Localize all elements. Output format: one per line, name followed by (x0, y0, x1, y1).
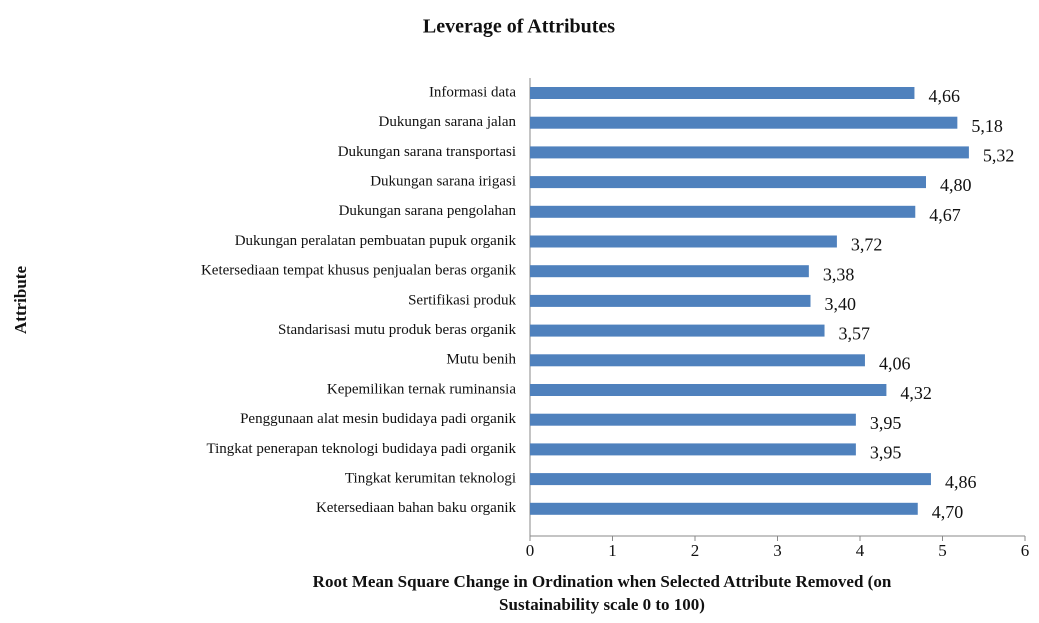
bar (530, 205, 916, 218)
y-tick-label: Penggunaan alat mesin budidaya padi orga… (240, 411, 516, 427)
value-label: 3,72 (851, 235, 883, 255)
value-label: 4,66 (928, 86, 960, 106)
value-label: 5,18 (971, 116, 1003, 136)
value-label: 3,95 (870, 443, 902, 463)
bar (530, 294, 811, 307)
x-tick-label: 5 (938, 541, 947, 560)
bar (530, 473, 931, 486)
bar (530, 384, 887, 396)
value-label: 3,95 (870, 413, 902, 433)
y-tick-label: Sertifikasi produk (408, 292, 516, 308)
value-label: 4,86 (945, 472, 977, 492)
y-tick-label: Dukungan sarana transportasi (338, 144, 516, 160)
value-label: 4,70 (932, 502, 964, 522)
value-label: 4,06 (879, 353, 911, 373)
y-tick-label: Ketersediaan bahan baku organik (316, 500, 517, 516)
value-label: 4,67 (929, 205, 961, 225)
value-label: 3,57 (839, 324, 871, 344)
x-tick-label: 0 (526, 541, 535, 560)
bar (530, 354, 865, 367)
y-tick-label: Tingkat kerumitan teknologi (345, 471, 516, 487)
value-label: 5,32 (983, 146, 1015, 166)
bar (530, 176, 926, 189)
x-tick-label: 3 (773, 541, 782, 560)
x-tick-label: 4 (856, 541, 865, 560)
x-axis-title: Root Mean Square Change in Ordination wh… (313, 572, 892, 591)
bar (530, 87, 915, 99)
y-tick-label: Dukungan sarana irigasi (370, 174, 516, 190)
x-tick-label: 2 (691, 541, 700, 560)
y-axis-title: Attribute (11, 266, 30, 334)
x-tick-label: 1 (608, 541, 617, 560)
x-axis-title: Sustainability scale 0 to 100) (499, 595, 705, 614)
y-tick-label: Ketersediaan tempat khusus penjualan ber… (201, 263, 517, 279)
y-tick-label: Standarisasi mutu produk beras organik (278, 322, 517, 338)
value-label: 4,32 (900, 383, 932, 403)
y-tick-label: Mutu benih (446, 352, 516, 368)
bar (530, 413, 856, 426)
y-tick-label: Informasi data (429, 84, 516, 100)
y-tick-label: Dukungan sarana pengolahan (339, 203, 517, 219)
bar (530, 235, 837, 248)
value-label: 3,38 (823, 264, 855, 284)
bar (530, 502, 918, 515)
y-tick-label: Kepemilikan ternak ruminansia (327, 381, 516, 397)
y-tick-label: Tingkat penerapan teknologi budidaya pad… (206, 441, 516, 457)
bar (530, 146, 969, 159)
bar (530, 324, 825, 337)
chart-title: Leverage of Attributes (423, 16, 615, 38)
value-label: 3,40 (825, 294, 857, 314)
y-tick-label: Dukungan sarana jalan (379, 114, 517, 130)
bar (530, 443, 856, 456)
x-tick-label: 6 (1021, 541, 1030, 560)
bar (530, 116, 958, 129)
value-label: 4,80 (940, 175, 972, 195)
y-tick-label: Dukungan peralatan pembuatan pupuk organ… (235, 233, 517, 249)
bar (530, 265, 809, 278)
